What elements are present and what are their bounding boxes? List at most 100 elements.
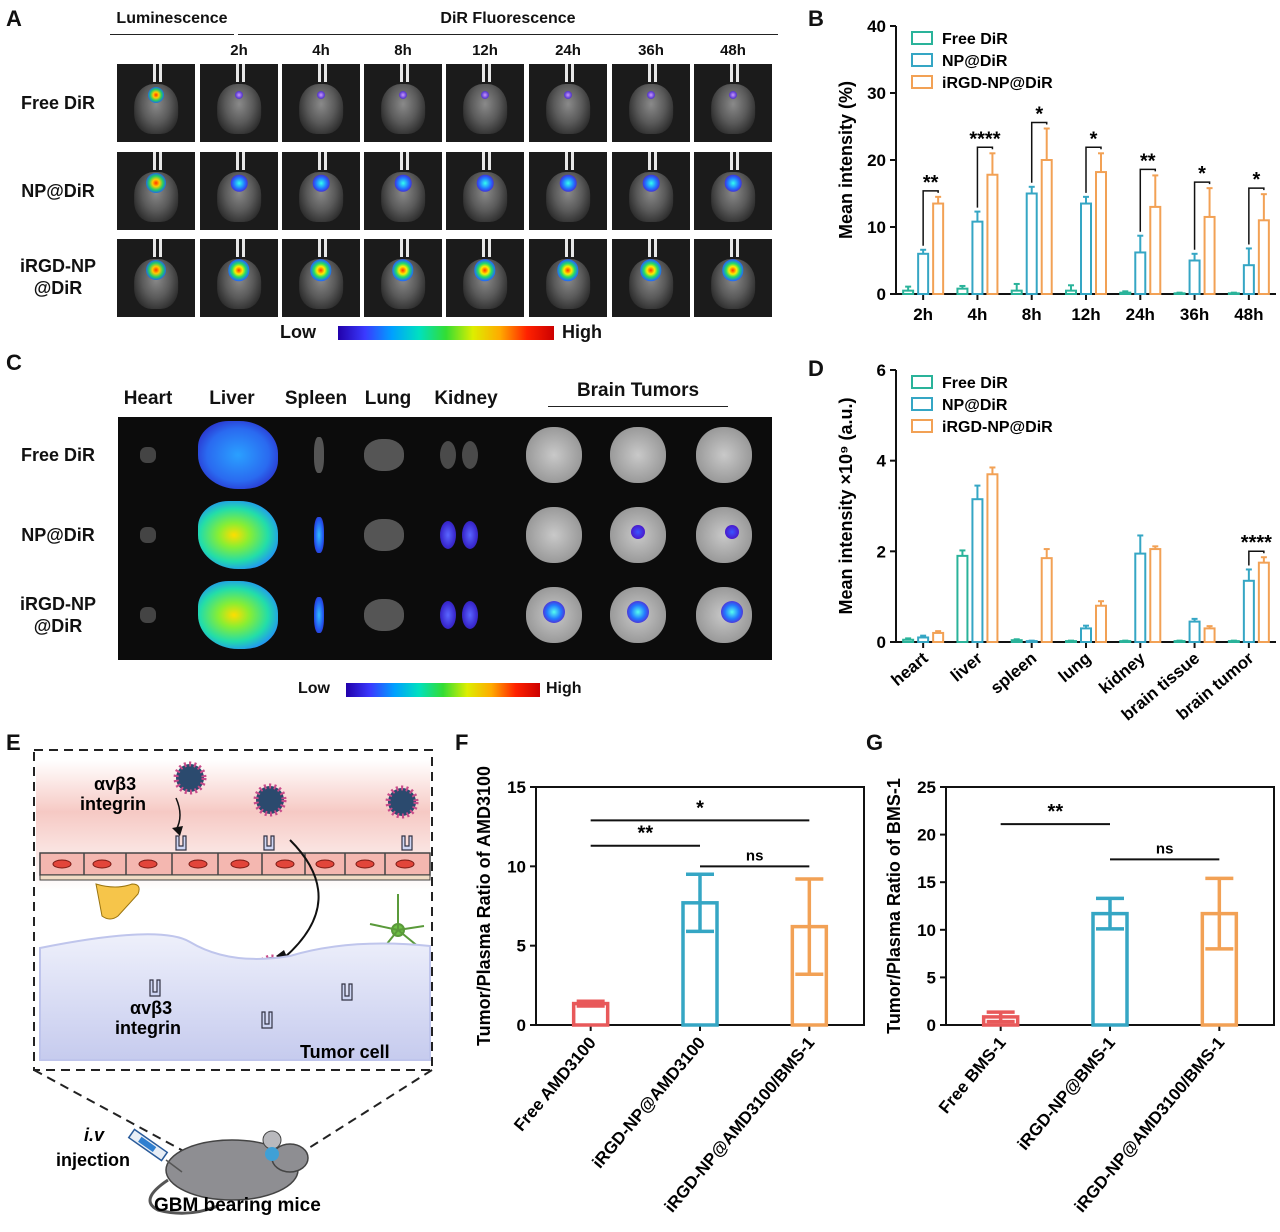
- y-tick-label: 15: [917, 873, 936, 892]
- significance-label: *: [1198, 163, 1206, 185]
- significance-bracket: [1248, 187, 1265, 245]
- heart-tissue: [140, 527, 156, 543]
- fluorescence-signal: [148, 87, 164, 104]
- mouse-image: [200, 239, 278, 317]
- x-tick-label: Free AMD3100: [510, 1033, 599, 1134]
- mouse-image: [446, 152, 524, 230]
- significance-bracket: [976, 146, 994, 208]
- brain-tissue: [696, 507, 752, 563]
- dashed-inset-frame: [33, 749, 433, 1071]
- legend-label: Free DiR: [942, 31, 1008, 48]
- y-axis-label: Tumor/Plasma Ratio of BMS-1: [884, 778, 904, 1034]
- bar: [932, 202, 945, 295]
- y-tick-label: 25: [917, 778, 936, 797]
- y-axis-label: Tumor/Plasma Ratio of AMD3100: [474, 766, 494, 1046]
- timepoint-label: 48h: [720, 42, 746, 59]
- panel-g-chart: 0 5 10 15 20 25 Tumor/Plasma Ratio of BMS-1 Fre…: [884, 778, 1275, 1216]
- ear-clip: [482, 239, 485, 257]
- bar: [986, 173, 999, 296]
- bar: [986, 473, 999, 644]
- ear-clip: [159, 239, 162, 257]
- ear-clip: [648, 64, 651, 82]
- x-tick-label: 48h: [1234, 305, 1263, 324]
- mouse-image: [612, 152, 690, 230]
- panel-a-row-label: Free DiR: [20, 93, 96, 113]
- ear-clip: [400, 64, 403, 82]
- bar: [971, 220, 984, 295]
- mouse-image: [282, 239, 360, 317]
- fluorescence-signal: [481, 91, 489, 100]
- fluorescence-signal: [230, 174, 248, 192]
- panel-a-colorbar: [338, 326, 554, 340]
- ear-clip: [736, 239, 739, 257]
- bar: [1149, 548, 1162, 643]
- kidney-tissue: [440, 601, 456, 629]
- significance-label: ****: [1241, 532, 1272, 554]
- mouse-image: [364, 64, 442, 142]
- fluorescence-signal: [564, 91, 572, 100]
- fluorescence-signal: [559, 174, 577, 192]
- y-tick-label: 15: [507, 778, 526, 797]
- x-tick-label: heart: [888, 648, 932, 689]
- ear-clip: [159, 64, 162, 82]
- y-tick-label: 4: [877, 452, 887, 471]
- transcytosis-arrow: [283, 839, 320, 959]
- legend-swatch: [911, 75, 933, 89]
- spleen-tissue: [314, 597, 324, 633]
- mouse-image: [446, 239, 524, 317]
- mouse-image: [117, 239, 195, 317]
- bar: [1134, 251, 1147, 296]
- significance-label: **: [923, 172, 939, 194]
- bar: [1080, 627, 1092, 643]
- ear-clip: [730, 239, 733, 257]
- panel-c-row-label: iRGD-NP @DiR: [20, 594, 96, 636]
- significance-label: **: [1140, 150, 1156, 172]
- panel-c-row-label: NP@DiR: [21, 525, 95, 545]
- fluorescence-signal: [640, 259, 662, 281]
- bar: [1203, 215, 1216, 295]
- ear-clip: [565, 152, 568, 170]
- panel-f-chart: 0 5 10 15 Tumor/Plasma Ratio of AMD3100 Free …: [474, 766, 865, 1216]
- ear-clip: [565, 239, 568, 257]
- significance-bracket: [922, 190, 939, 246]
- bar: [1257, 219, 1270, 295]
- brain-tissue: [610, 427, 666, 483]
- significance-bracket: [1030, 121, 1048, 183]
- timepoint-label: 36h: [638, 42, 664, 59]
- ear-clip: [736, 64, 739, 82]
- ear-clip: [324, 152, 327, 170]
- mouse-image: [200, 64, 278, 142]
- organ-header: Kidney: [434, 388, 498, 409]
- brain-tumors-underline: [548, 406, 728, 407]
- x-tick-label: iRGD-NP@BMS-1: [1014, 1033, 1119, 1153]
- ear-clip: [406, 64, 409, 82]
- ex-vivo-background: [118, 417, 772, 660]
- legend-label: iRGD-NP@DiR: [942, 419, 1053, 436]
- integrin-label-top-2: integrin: [80, 794, 146, 814]
- bar: [1119, 291, 1132, 296]
- x-tick-label: 2h: [913, 305, 933, 324]
- heart-tissue: [140, 607, 156, 623]
- ear-clip: [648, 239, 651, 257]
- ear-clip: [406, 152, 409, 170]
- ear-clip: [324, 64, 327, 82]
- panel-d-chart: 0 2 4 6 Mean intensity ×10⁹ (a.u.) heart liver…: [836, 361, 1276, 724]
- fluorescence-signal: [722, 259, 744, 281]
- y-tick-label: 0: [877, 285, 886, 304]
- comparison-label: **: [638, 823, 654, 845]
- panel-f-letter: F: [455, 730, 469, 755]
- luminescence-underline: [110, 34, 234, 35]
- panel-d-letter: D: [808, 356, 824, 381]
- tumor-cell-label: Tumor cell: [300, 1042, 390, 1062]
- x-tick-label: Free BMS-1: [935, 1033, 1010, 1117]
- bar: [1149, 205, 1162, 295]
- ear-clip: [654, 152, 657, 170]
- fluorescence-signal: [310, 259, 332, 281]
- ear-clip: [153, 64, 156, 82]
- legend-label: iRGD-NP@DiR: [942, 75, 1053, 92]
- ear-clip: [654, 239, 657, 257]
- fluorescence-signal: [647, 91, 655, 100]
- lung-tissue: [364, 519, 404, 551]
- panel-a-letter: A: [6, 6, 22, 31]
